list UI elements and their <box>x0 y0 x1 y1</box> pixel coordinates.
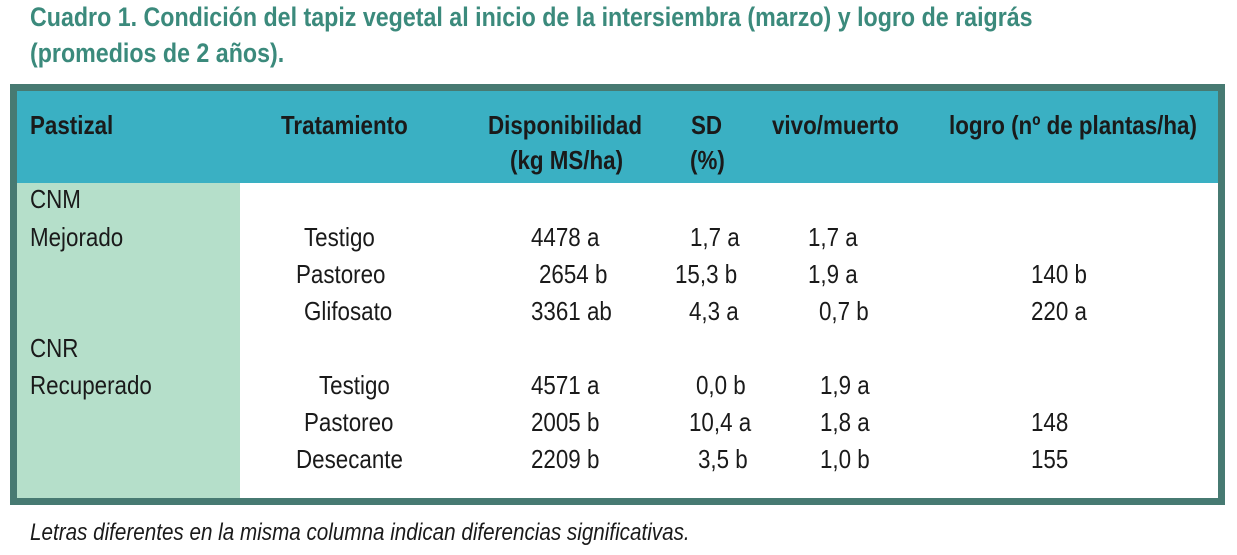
cell-disp: 4571 a <box>531 370 600 400</box>
cell-sd: 0,0 b <box>696 370 746 400</box>
header-vivo-muerto: vivo/muerto <box>772 110 899 140</box>
cell-trat: Pastoreo <box>296 259 386 289</box>
cell-vivo: 0,7 b <box>819 296 869 326</box>
cell-trat: Pastoreo <box>304 407 394 437</box>
cell-vivo: 1,0 b <box>820 444 870 474</box>
table-title-line1: Cuadro 1. Condición del tapiz vegetal al… <box>30 2 1033 32</box>
footnote: Letras diferentes en la misma columna in… <box>30 519 690 546</box>
cell-disp: 2654 b <box>539 259 608 289</box>
cell-logro: 148 <box>1031 407 1069 437</box>
group-label: Mejorado <box>30 222 124 252</box>
header-disponibilidad: Disponibilidad <box>488 110 643 140</box>
header-tratamiento: Tratamiento <box>281 110 408 140</box>
cell-sd: 4,3 a <box>689 296 739 326</box>
group-label: CNM <box>30 184 81 214</box>
group-label: Recuperado <box>30 370 152 400</box>
cell-sd: 10,4 a <box>689 407 752 437</box>
cell-logro: 220 a <box>1031 296 1087 326</box>
cell-logro: 140 b <box>1031 259 1087 289</box>
table-header <box>17 91 1218 183</box>
cell-disp: 4478 a <box>531 222 600 252</box>
cell-disp: 2005 b <box>531 407 600 437</box>
group-label: CNR <box>30 333 79 363</box>
cell-sd: 3,5 b <box>698 444 748 474</box>
cell-trat: Testigo <box>319 370 390 400</box>
cell-disp: 2209 b <box>531 444 600 474</box>
header-sd: SD <box>691 110 723 140</box>
cell-logro: 155 <box>1031 444 1069 474</box>
cell-sd: 1,7 a <box>690 222 740 252</box>
cell-vivo: 1,8 a <box>820 407 870 437</box>
table-title-line2: (promedios de 2 años). <box>30 38 285 68</box>
cell-trat: Testigo <box>304 222 375 252</box>
cell-vivo: 1,9 a <box>808 259 858 289</box>
header-disponibilidad-unit: (kg MS/ha) <box>510 145 624 175</box>
cell-trat: Desecante <box>296 444 403 474</box>
cell-disp: 3361 ab <box>531 296 612 326</box>
header-pastizal: Pastizal <box>30 110 114 140</box>
cell-vivo: 1,7 a <box>808 222 858 252</box>
pastizal-column <box>17 183 240 498</box>
cell-sd: 15,3 b <box>675 259 738 289</box>
header-sd-unit: (%) <box>690 145 725 175</box>
header-logro: logro (nº de plantas/ha) <box>949 110 1197 140</box>
cell-vivo: 1,9 a <box>820 370 870 400</box>
cell-trat: Glifosato <box>304 296 393 326</box>
